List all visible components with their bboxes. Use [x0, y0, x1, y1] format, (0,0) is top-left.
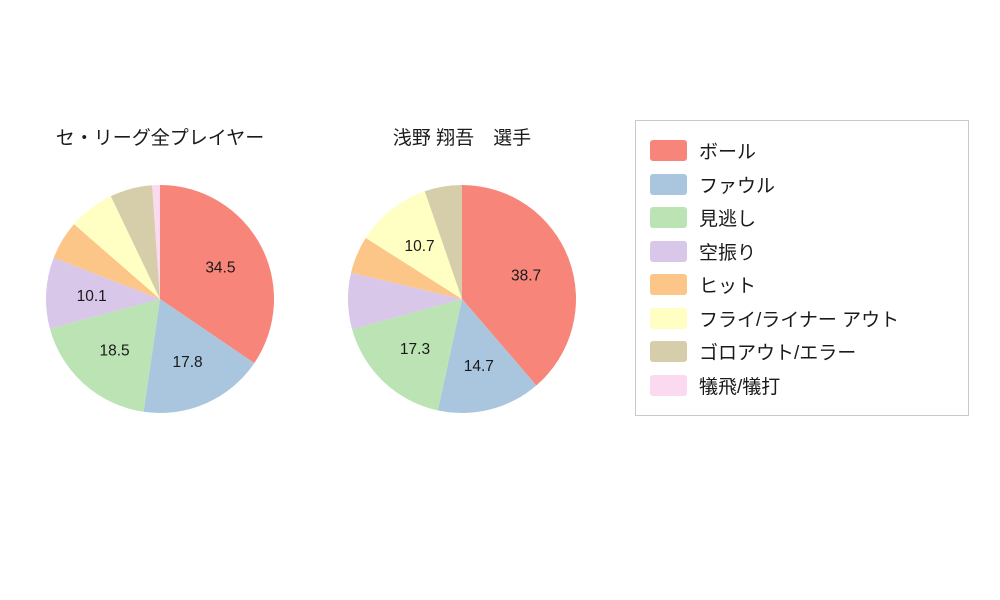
legend-label: フライ/ライナー アウト: [699, 309, 900, 331]
legend-item-1: ファウル: [650, 168, 958, 202]
legend-item-5: フライ/ライナー アウト: [650, 302, 958, 336]
legend-swatch: [650, 374, 687, 396]
legend-item-7: 犠飛/犠打: [650, 369, 958, 403]
pie-slice-1: [437, 299, 537, 414]
legend: ボールファウル見逃し空振りヒットフライ/ライナー アウト ゴロアウト/エラー 犠飛/…: [635, 120, 969, 416]
pie-chart-player: 浅野 翔吾 選手 38.7 14.7 17.3 10.7: [330, 126, 594, 415]
pie-player-svg: 38.7 14.7 17.3 10.7: [348, 185, 576, 414]
pie-slice-4: [351, 237, 462, 299]
pie-slice-2: [49, 299, 161, 412]
pie-slice-6: [110, 185, 160, 299]
slice-value-label: 10.1: [77, 288, 107, 305]
pie-slice-3: [348, 272, 462, 330]
legend-label: ファウル: [699, 175, 776, 197]
pie-chart-league: セ・リーグ全プレイヤー 34.5 17.8 18.5 10.1: [28, 126, 292, 415]
pie-slice-5: [365, 191, 462, 299]
slice-value-label: 18.5: [100, 343, 130, 360]
legend-swatch: [650, 307, 687, 329]
pie-slice-1: [143, 299, 255, 413]
legend-item-0: ボール: [650, 134, 958, 168]
slice-value-label: 14.7: [464, 358, 494, 375]
slice-value-label: 17.8: [173, 354, 203, 371]
pie-league-svg: 34.5 17.8 18.5 10.1: [45, 185, 275, 413]
legend-swatch: [650, 341, 687, 363]
slice-value-label: 34.5: [205, 260, 235, 277]
legend-swatch: [650, 240, 687, 262]
pie-slice-5: [74, 196, 160, 299]
legend-item-3: 空振り: [650, 235, 958, 269]
legend-label: 見逃し: [699, 209, 757, 231]
legend-label: ボール: [699, 142, 757, 164]
chart-title-league: セ・リーグ全プレイヤー: [55, 128, 265, 149]
pie-slice-0: [462, 185, 576, 386]
pie-slice-6: [424, 185, 462, 299]
legend-swatch: [650, 173, 687, 195]
legend-label: ゴロアウト/エラー: [699, 343, 857, 365]
legend-swatch: [650, 140, 687, 162]
pie-slice-3: [45, 257, 161, 329]
pie-slice-2: [352, 299, 462, 411]
legend-item-6: ゴロアウト/エラー: [650, 335, 958, 369]
legend-swatch: [650, 207, 687, 229]
slice-value-label: 10.7: [405, 238, 435, 255]
legend-label: 空振り: [699, 242, 757, 264]
slice-value-label: 17.3: [400, 341, 430, 358]
legend-label: 犠飛/犠打: [699, 376, 781, 398]
pie-slice-0: [160, 185, 275, 364]
pie-slice-4: [53, 224, 160, 299]
legend-item-4: ヒット: [650, 268, 958, 302]
pie-slice-7: [152, 185, 160, 299]
legend-label: ヒット: [699, 276, 757, 298]
legend-swatch: [650, 274, 687, 296]
slice-value-label: 38.7: [511, 268, 541, 285]
chart-title-player: 浅野 翔吾 選手: [392, 128, 532, 149]
legend-item-2: 見逃し: [650, 201, 958, 235]
